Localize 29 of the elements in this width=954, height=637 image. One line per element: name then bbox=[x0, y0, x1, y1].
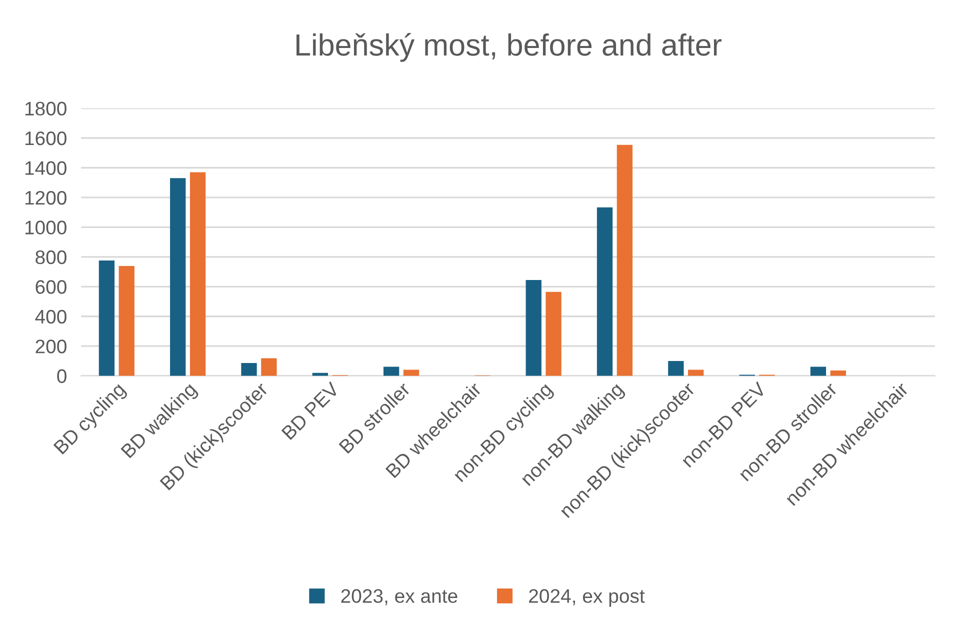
y-tick-label: 1600 bbox=[25, 131, 66, 146]
y-tick-label: 1000 bbox=[25, 220, 66, 234]
bar bbox=[261, 358, 277, 376]
bar bbox=[170, 178, 186, 376]
bar bbox=[383, 366, 400, 376]
bar bbox=[616, 144, 633, 376]
y-tick-label: 1800 bbox=[25, 102, 66, 116]
bar bbox=[241, 363, 257, 376]
bar bbox=[810, 366, 826, 376]
bar bbox=[830, 370, 846, 376]
bar bbox=[526, 280, 542, 376]
bar bbox=[403, 370, 420, 376]
bar bbox=[688, 370, 704, 376]
y-tick-label: 1200 bbox=[25, 190, 66, 205]
y-tick-label: 0 bbox=[57, 369, 66, 384]
y-tick-label: 200 bbox=[36, 340, 66, 354]
y-tick-label: 400 bbox=[35, 310, 66, 324]
legend-label: 2024, ex post bbox=[529, 589, 645, 607]
y-tick-label: 800 bbox=[36, 250, 66, 264]
bar bbox=[668, 360, 684, 376]
bar bbox=[98, 260, 115, 376]
y-tick-label: 1400 bbox=[25, 161, 66, 175]
y-tick-label: 600 bbox=[36, 280, 66, 294]
legend-label: 2023, ex ante bbox=[341, 589, 458, 606]
chart-title: Libeňský most, before and after bbox=[296, 33, 722, 62]
bar bbox=[596, 207, 613, 376]
bar bbox=[118, 266, 134, 376]
bar bbox=[546, 292, 562, 376]
bar bbox=[190, 172, 206, 376]
